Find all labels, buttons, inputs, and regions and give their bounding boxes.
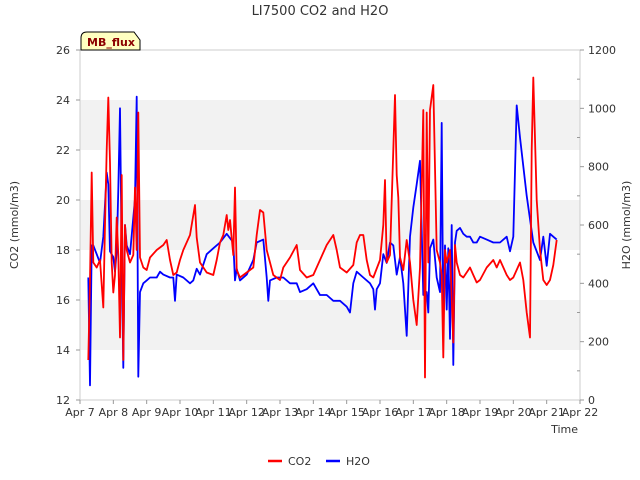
left-axis-label: CO2 (mmol/m3) (8, 181, 21, 269)
series-layer (87, 76, 558, 387)
left-tick-label: 22 (56, 144, 70, 157)
x-axis-label: Time (550, 423, 578, 436)
legend: CO2 H2O (268, 455, 370, 468)
left-tick-label: 18 (56, 244, 70, 257)
series-line-co2 (87, 76, 558, 379)
left-tick-label: 16 (56, 294, 70, 307)
site-tag-box (80, 31, 141, 51)
x-tick-label: Apr 16 (362, 406, 399, 419)
x-tick-label: Apr 17 (395, 406, 432, 419)
right-tick-label: 600 (588, 219, 609, 232)
right-tick-label: 800 (588, 161, 609, 174)
grid-band (80, 350, 580, 400)
x-tick-label: Apr 12 (228, 406, 265, 419)
grid-band (80, 150, 580, 200)
grid-band (80, 300, 580, 350)
chart-title: LI7500 CO2 and H2O (252, 4, 389, 19)
left-tick-label: 14 (56, 344, 70, 357)
x-tick-label: Apr 21 (528, 406, 565, 419)
grid-band (80, 50, 580, 100)
grid-band (80, 200, 580, 250)
left-tick-label: 20 (56, 194, 70, 207)
x-tick-label: Apr 11 (195, 406, 232, 419)
x-tick-label: Apr 22 (562, 406, 599, 419)
x-tick-label: Apr 9 (132, 406, 162, 419)
x-tick-label: Apr 13 (262, 406, 299, 419)
x-tick-label: Apr 15 (328, 406, 365, 419)
x-tick-label: Apr 10 (162, 406, 199, 419)
grid-band (80, 250, 580, 300)
right-tick-label: 400 (588, 277, 609, 290)
x-tick-label: Apr 18 (428, 406, 465, 419)
site-tag-label: MB_flux (87, 36, 135, 49)
right-axis: 0 200 400 600 800 1000 1200 (577, 44, 616, 407)
right-tick-label: 1000 (588, 102, 616, 115)
left-axis: 12 14 16 18 20 22 24 26 (56, 44, 80, 407)
x-tick-label: Apr 14 (295, 406, 332, 419)
right-tick-label: 1200 (588, 44, 616, 57)
grid-band (80, 100, 580, 150)
x-tick-label: Apr 20 (495, 406, 532, 419)
site-tag: MB_flux (80, 31, 141, 51)
x-tick-label: Apr 8 (99, 406, 129, 419)
right-tick-label: 200 (588, 336, 609, 349)
right-tick-label: 0 (588, 394, 595, 407)
legend-label-h2o: H2O (346, 455, 370, 468)
left-tick-label: 24 (56, 94, 70, 107)
grid-bands (80, 50, 580, 400)
left-tick-label: 12 (56, 394, 70, 407)
legend-label-co2: CO2 (288, 455, 311, 468)
x-tick-label: Apr 19 (462, 406, 499, 419)
right-axis-label: H2O (mmol/m3) (620, 181, 633, 270)
left-tick-label: 26 (56, 44, 70, 57)
series-line-h2o (87, 95, 558, 387)
x-tick-label: Apr 7 (65, 406, 95, 419)
